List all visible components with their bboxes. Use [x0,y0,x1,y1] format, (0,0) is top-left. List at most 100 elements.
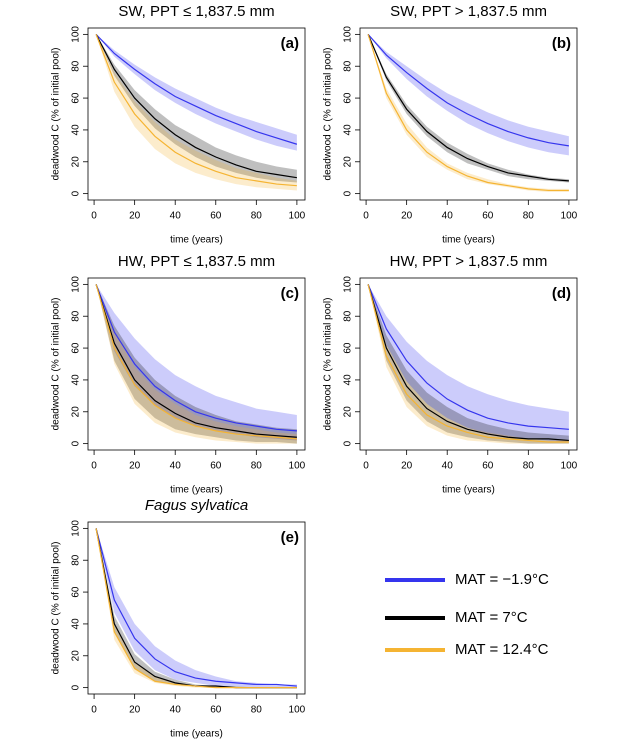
line [95,284,297,440]
line [367,34,569,192]
y-tick-label: 0 [71,440,82,446]
plot-box [359,277,578,451]
plot-box [87,27,306,201]
x-axis-label: time (years) [170,729,223,740]
y-axis-label: deadwood C (% of initial pool) [51,298,62,431]
panel-title: SW, PPT ≤ 1,837.5 mm [118,3,274,20]
y-tick-label: 20 [71,650,82,662]
confidence-band [96,528,297,688]
line [95,284,297,432]
confidence-band [96,34,297,151]
line [95,284,297,438]
y-tick-label: 80 [71,554,82,566]
x-tick-label: 0 [91,211,97,222]
plot-box [359,27,578,201]
y-tick-label: 0 [343,190,354,196]
line [95,528,297,689]
x-tick-label: 20 [129,705,141,716]
y-tick-label: 20 [71,156,82,168]
line [95,528,297,689]
y-tick-label: 0 [71,190,82,196]
panel-title: HW, PPT ≤ 1,837.5 mm [118,253,275,270]
y-tick-label: 40 [343,374,354,386]
x-tick-label: 80 [523,461,535,472]
line [95,34,297,179]
y-tick-label: 80 [343,60,354,72]
panel-title: HW, PPT > 1,837.5 mm [390,253,548,270]
x-tick-label: 40 [442,461,454,472]
legend-label: MAT = −1.9°C [455,571,549,588]
confidence-band [368,34,569,156]
x-tick-label: 40 [170,705,182,716]
y-tick-label: 60 [71,92,82,104]
x-tick-label: 0 [363,211,369,222]
x-tick-label: 60 [482,461,494,472]
plot-box [87,521,306,695]
confidence-band [368,284,569,444]
y-axis-label: deadwood C (% of initial pool) [323,48,334,181]
x-tick-label: 20 [129,461,141,472]
x-tick-label: 40 [442,211,454,222]
y-axis-label: deadwood C (% of initial pool) [323,298,334,431]
x-tick-label: 80 [251,211,263,222]
x-tick-label: 100 [289,705,306,716]
panel-label: (a) [281,35,299,52]
y-tick-label: 100 [343,276,354,293]
y-tick-label: 100 [71,520,82,537]
confidence-band [96,284,297,444]
line [367,33,569,147]
confidence-band [96,528,297,688]
y-axis-label: deadwood C (% of initial pool) [51,48,62,181]
confidence-band [368,284,569,444]
x-tick-label: 80 [523,211,535,222]
line [95,33,298,145]
x-tick-label: 40 [170,461,182,472]
x-tick-label: 20 [129,211,141,222]
x-tick-label: 0 [91,461,97,472]
line [367,284,569,430]
x-tick-label: 20 [401,461,413,472]
panel-title: SW, PPT > 1,837.5 mm [390,3,547,20]
y-tick-label: 20 [343,156,354,168]
x-tick-label: 80 [251,461,263,472]
y-tick-label: 60 [343,92,354,104]
panel-label: (e) [281,529,299,546]
y-tick-label: 60 [343,342,354,354]
x-axis-label: time (years) [170,235,223,246]
panel-label: (d) [552,285,571,302]
confidence-band [368,34,569,183]
x-axis-label: time (years) [442,235,495,246]
y-tick-label: 100 [343,26,354,43]
confidence-band [96,34,297,191]
x-tick-label: 60 [210,211,222,222]
x-tick-label: 60 [482,211,494,222]
legend-label: MAT = 12.4°C [455,641,549,658]
y-tick-label: 40 [71,374,82,386]
x-tick-label: 0 [91,705,97,716]
line [367,34,569,182]
line [367,284,569,442]
panel-label: (c) [281,285,299,302]
y-tick-label: 40 [343,124,354,136]
y-tick-label: 60 [71,342,82,354]
panel-label: (b) [552,35,571,52]
y-tick-label: 80 [71,60,82,72]
x-tick-label: 0 [363,461,369,472]
x-axis-label: time (years) [442,485,495,496]
confidence-band [96,34,297,183]
y-tick-label: 40 [71,618,82,630]
x-tick-label: 100 [561,211,578,222]
x-tick-label: 20 [401,211,413,222]
y-tick-label: 40 [71,124,82,136]
panel-title: Fagus sylvatica [145,497,248,514]
y-tick-label: 80 [71,310,82,322]
y-tick-label: 80 [343,310,354,322]
x-tick-label: 60 [210,705,222,716]
line [95,528,297,687]
line [95,34,297,187]
legend-label: MAT = 7°C [455,609,528,626]
confidence-band [96,284,297,444]
x-tick-label: 40 [170,211,182,222]
confidence-band [96,528,297,688]
